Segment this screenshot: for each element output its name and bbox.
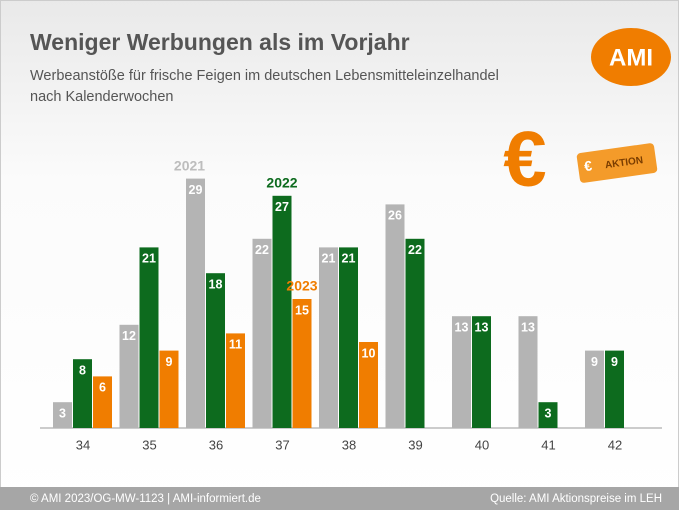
series-label: 2023: [286, 278, 317, 294]
data-label: 9: [611, 355, 618, 369]
badge-euro: €: [583, 157, 593, 174]
bar: [73, 359, 92, 428]
x-tick-label: 38: [342, 437, 356, 452]
x-tick-label: 42: [608, 437, 622, 452]
x-tick-label: 39: [408, 437, 422, 452]
logo-bg: [591, 28, 671, 86]
bar: [292, 299, 312, 428]
data-label: 3: [545, 406, 552, 420]
euro-icon: € € AKTION: [503, 115, 658, 203]
data-label: 12: [122, 329, 136, 343]
data-label: 10: [362, 346, 376, 360]
bar: [139, 247, 159, 428]
x-tick-label: 41: [541, 437, 555, 452]
data-label: 21: [322, 252, 336, 266]
bar: [405, 238, 425, 428]
bar: [119, 324, 139, 428]
bar: [53, 402, 72, 428]
footer-right: Quelle: AMI Aktionspreise im LEH: [490, 493, 662, 505]
series-label: 2022: [266, 175, 297, 191]
bar: [272, 195, 292, 428]
bar: [605, 350, 624, 428]
badge-text: AKTION: [604, 155, 644, 171]
data-label: 27: [275, 200, 289, 214]
bar: [206, 273, 225, 428]
series-label: 2021: [174, 157, 205, 173]
x-tick-label: 37: [275, 437, 289, 452]
bar: [452, 316, 471, 428]
data-label: 22: [255, 243, 269, 257]
data-label: 18: [209, 277, 223, 291]
bar: [159, 350, 179, 428]
bar: [226, 333, 245, 428]
x-tick-label: 35: [142, 437, 156, 452]
data-label: 3: [59, 406, 66, 420]
chart-title: Weniger Werbungen als im Vorjahr: [30, 29, 410, 55]
x-tick-label: 34: [76, 437, 90, 452]
bar: [339, 247, 358, 428]
data-label: 21: [142, 252, 156, 266]
footer-left: © AMI 2023/OG-MW-1123 | AMI-informiert.d…: [30, 493, 261, 505]
footer-bar: [0, 487, 679, 510]
bar: [93, 376, 112, 428]
data-label: 13: [455, 320, 469, 334]
data-label: 13: [521, 320, 535, 334]
x-tick-label: 40: [475, 437, 489, 452]
bar: [186, 178, 205, 428]
data-label: 6: [99, 381, 106, 395]
data-label: 21: [342, 252, 356, 266]
data-label: 9: [166, 355, 173, 369]
data-label: 9: [591, 355, 598, 369]
bar: [252, 238, 272, 428]
subtitle: nach Kalenderwochen: [30, 89, 174, 105]
bar: [585, 350, 604, 428]
bar: [385, 204, 405, 428]
subtitle: Werbeanstöße für frische Feigen im deuts…: [30, 68, 499, 84]
data-label: 13: [475, 320, 489, 334]
data-label: 29: [189, 183, 203, 197]
euro-symbol: €: [503, 115, 546, 203]
bar: [472, 316, 491, 428]
logo: AMI: [609, 44, 653, 71]
bar: [538, 402, 558, 428]
x-tick-label: 36: [209, 437, 223, 452]
bar: [359, 342, 378, 428]
data-label: 8: [79, 363, 86, 377]
data-label: 26: [388, 209, 402, 223]
bar: [518, 316, 538, 428]
data-label: 11: [229, 338, 242, 352]
badge-bg: [576, 143, 658, 183]
badge: € AKTION: [576, 143, 658, 183]
data-label: 15: [295, 303, 309, 317]
data-label: 22: [408, 243, 422, 257]
bar: [319, 247, 338, 428]
